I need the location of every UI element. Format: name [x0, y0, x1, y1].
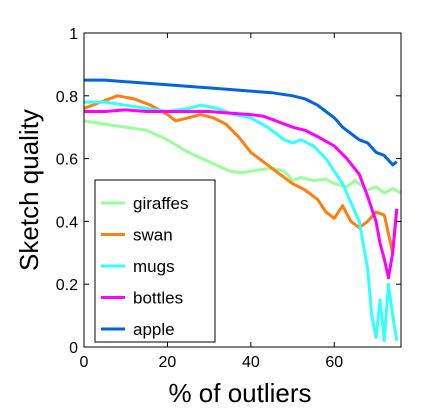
series-layer — [83, 78, 402, 343]
y-tick-label: 0.2 — [56, 277, 78, 294]
series-line-giraffes — [83, 119, 402, 195]
x-tick-label: 20 — [159, 354, 177, 371]
y-tick-label: 0 — [69, 340, 78, 357]
y-tick-label: 0.8 — [56, 89, 78, 106]
x-axis-label: % of outliers — [168, 378, 311, 408]
plot-frame — [83, 32, 402, 348]
x-tick-label: 40 — [242, 354, 260, 371]
y-tick-label: 1 — [69, 26, 78, 43]
y-tick-label: 0.4 — [56, 214, 78, 231]
legend-label-apple: apple — [133, 320, 175, 339]
legend-label-giraffes: giraffes — [133, 194, 188, 213]
series-line-bottles — [84, 108, 399, 280]
legend-label-swan: swan — [133, 226, 173, 245]
y-tick-label: 0.6 — [56, 152, 78, 169]
legend-box — [94, 179, 216, 343]
y-axis-label: Sketch quality — [14, 109, 44, 271]
legend-label-mugs: mugs — [133, 257, 175, 276]
legend: giraffes swan mugs bottles apple — [94, 179, 216, 343]
x-tick-label: 60 — [325, 354, 343, 371]
legend-label-bottles: bottles — [133, 289, 183, 308]
series-line-apple — [84, 78, 398, 167]
series-line-mugs — [84, 100, 399, 343]
tick-layer: 0 20 40 60 0 0.2 0.4 0.6 0.8 1 — [56, 26, 401, 371]
x-tick-label: 0 — [80, 354, 89, 371]
